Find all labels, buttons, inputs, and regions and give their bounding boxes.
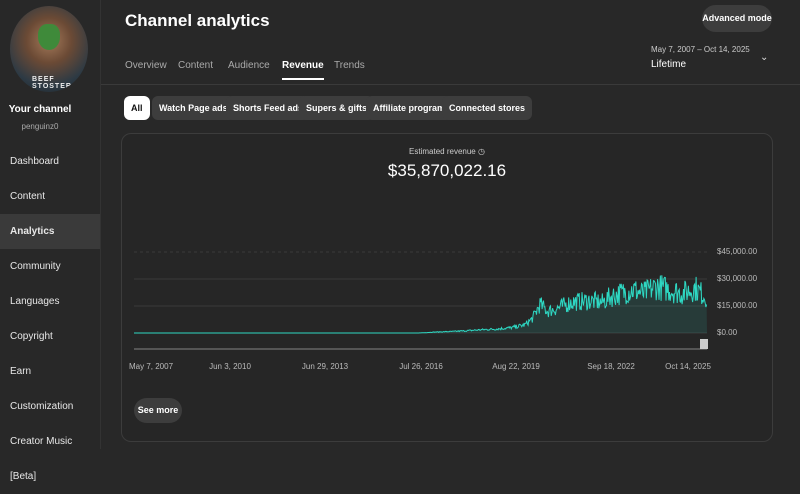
sidebar-item-languages[interactable]: Languages — [10, 296, 60, 307]
y-tick-label: $15,000.00 — [717, 301, 758, 310]
y-tick-label: $0.00 — [717, 328, 738, 337]
x-tick-label: Jun 29, 2013 — [301, 362, 349, 371]
estimated-revenue-value: $35,870,022.16 — [387, 161, 507, 180]
header-divider — [101, 84, 800, 85]
revenue-line — [134, 275, 708, 334]
sidebar-item-customization[interactable]: Customization — [10, 401, 74, 412]
filter-supers-gifts[interactable]: Supers & gifts — [299, 96, 375, 120]
sidebar-item-analytics[interactable]: Analytics — [0, 214, 100, 249]
advanced-mode-button[interactable]: Advanced mode — [702, 5, 772, 32]
x-tick-label: Sep 18, 2022 — [587, 362, 635, 371]
sidebar-item-dashboard[interactable]: Dashboard — [10, 156, 59, 167]
avatar-caption: BEEF STOSTER — [32, 76, 72, 90]
date-range-text[interactable]: May 7, 2007 – Oct 14, 2025 — [651, 45, 750, 54]
chevron-down-icon[interactable]: ⌄ — [760, 52, 769, 63]
tab-revenue[interactable]: Revenue — [282, 60, 324, 80]
tab-audience[interactable]: Audience — [228, 60, 270, 71]
period-selector[interactable]: Lifetime — [651, 59, 687, 70]
filter-connected-stores[interactable]: Connected stores — [442, 96, 533, 120]
estimated-revenue-label-text: Estimated revenue — [409, 147, 476, 156]
sidebar-item-content[interactable]: Content — [10, 191, 46, 202]
tab-overview[interactable]: Overview — [125, 60, 167, 71]
channel-avatar[interactable]: BEEF STOSTER — [10, 6, 88, 92]
revenue-chart[interactable] — [0, 0, 800, 449]
sidebar-item-community[interactable]: Community — [10, 261, 61, 272]
end-marker-icon — [700, 339, 708, 349]
x-tick-label: Jul 26, 2016 — [399, 362, 443, 371]
filter-shorts-feed-ads[interactable]: Shorts Feed ads — [226, 96, 311, 120]
x-tick-label: Oct 14, 2025 — [665, 362, 711, 371]
revenue-area — [134, 275, 707, 333]
filter-watch-page-ads[interactable]: Watch Page ads — [152, 96, 235, 120]
x-tick-label: May 7, 2007 — [128, 362, 174, 371]
sidebar-item-earn[interactable]: Earn — [10, 366, 32, 377]
y-tick-label: $45,000.00 — [717, 247, 758, 256]
revenue-card: Estimated revenue ◷ $35,870,022.16 — [121, 133, 773, 442]
sidebar-item-copyright[interactable]: Copyright — [10, 331, 53, 342]
filter-affiliate-program[interactable]: Affiliate program — [366, 96, 453, 120]
x-tick-label: Aug 22, 2019 — [492, 362, 540, 371]
filter-all[interactable]: All — [124, 96, 150, 120]
tab-content[interactable]: Content — [178, 60, 214, 71]
channel-name: Your channel — [8, 104, 72, 115]
x-tick-label: Jun 3, 2010 — [209, 362, 251, 371]
estimated-revenue-label: Estimated revenue ◷ — [122, 147, 772, 156]
clock-icon[interactable]: ◷ — [477, 147, 485, 156]
tab-trends[interactable]: Trends — [334, 60, 365, 71]
sidebar: BEEF STOSTER Your channel penguinz0 Dash… — [0, 0, 101, 482]
page-title: Channel analytics — [125, 11, 270, 30]
channel-handle: penguinz0 — [21, 122, 59, 131]
see-more-button[interactable]: See more — [134, 398, 182, 423]
y-tick-label: $30,000.00 — [717, 274, 758, 283]
